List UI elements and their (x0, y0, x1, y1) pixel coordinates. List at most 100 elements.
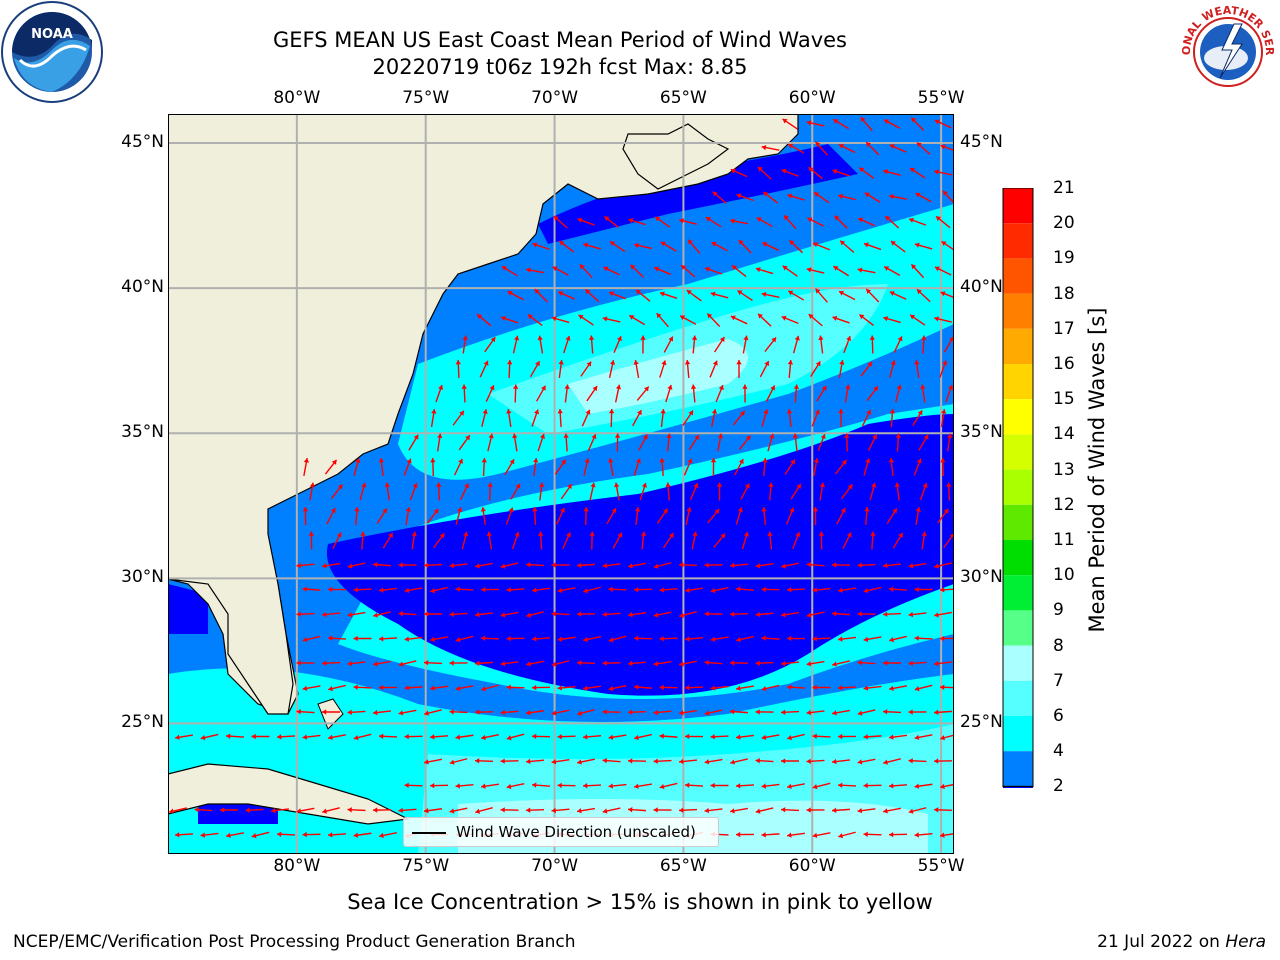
wave-direction-arrow (806, 120, 825, 127)
colorbar (1002, 188, 1034, 788)
colorbar-tick-label: 6 (1053, 706, 1064, 726)
wave-direction-arrow (608, 360, 616, 378)
wave-direction-arrow (939, 684, 954, 690)
wave-direction-arrow (353, 733, 372, 741)
wave-direction-arrow (302, 831, 321, 838)
zone-under-2s (326, 414, 954, 696)
wave-direction-arrow (576, 611, 596, 617)
wave-direction-arrow (512, 384, 519, 403)
wave-direction-arrow (455, 586, 474, 592)
wave-direction-arrow (811, 409, 820, 427)
wave-direction-arrow (535, 385, 547, 402)
wave-direction-arrow (577, 217, 595, 226)
wave-direction-arrow (525, 758, 545, 765)
wave-direction-arrow (908, 611, 927, 618)
wave-direction-arrow (372, 807, 392, 813)
wave-direction-arrow (895, 384, 902, 403)
wave-direction-arrow (812, 636, 831, 642)
wave-direction-arrow (735, 734, 755, 740)
wave-direction-arrow (553, 215, 568, 229)
wave-direction-arrow (461, 531, 469, 550)
wave-direction-arrow (788, 239, 804, 254)
wave-direction-arrow (551, 562, 570, 568)
wave-direction-arrow (730, 168, 748, 178)
wave-direction-arrow (302, 586, 321, 592)
wave-direction-arrow (732, 410, 746, 426)
wave-direction-arrow (602, 757, 621, 764)
wave-direction-arrow (934, 611, 952, 618)
wave-direction-arrow (787, 143, 805, 154)
wave-direction-arrow (634, 242, 652, 250)
wave-direction-arrow (735, 507, 743, 525)
lon-label-top: 70°W (531, 88, 579, 108)
wave-direction-arrow (455, 734, 474, 740)
wave-direction-arrow (678, 758, 698, 765)
wave-direction-arrow (867, 434, 878, 451)
wave-direction-arrow (322, 807, 340, 814)
wave-direction-arrow (684, 587, 704, 593)
wave-direction-arrow (818, 531, 825, 550)
wave-direction-arrow (933, 709, 953, 716)
wave-direction-arrow (474, 660, 494, 667)
wave-direction-arrow (529, 360, 541, 378)
nws-logo: NATIONAL WEATHER SERVICE (1176, 0, 1278, 102)
wave-direction-arrow (474, 758, 494, 764)
wave-direction-arrow (831, 610, 851, 617)
wave-direction-arrow (404, 636, 423, 642)
wave-direction-arrow (933, 660, 953, 667)
wave-direction-arrow (175, 734, 193, 740)
wave-direction-arrow (557, 733, 576, 740)
wave-direction-arrow (665, 384, 673, 403)
wave-direction-arrow (608, 783, 627, 789)
wave-direction-arrow (353, 587, 372, 593)
wave-direction-arrow (813, 191, 830, 204)
wave-direction-arrow (761, 291, 780, 299)
wave-direction-arrow (322, 562, 340, 569)
wave-direction-arrow (602, 316, 621, 323)
lat-label-left: 45°N (121, 132, 164, 153)
map-legend: Wind Wave Direction (unscaled) (403, 817, 719, 847)
wave-direction-arrow (755, 660, 774, 666)
wave-direction-arrow (500, 562, 519, 569)
wave-direction-arrow (813, 458, 820, 476)
wave-direction-arrow (889, 144, 907, 153)
wave-direction-arrow (608, 684, 627, 692)
wave-direction-arrow (409, 482, 418, 501)
wave-direction-arrow (398, 709, 417, 716)
wave-direction-arrow (933, 758, 953, 764)
wave-direction-arrow (347, 709, 366, 715)
wave-direction-arrow (373, 611, 391, 618)
wave-direction-arrow (557, 685, 576, 691)
wave-direction-arrow (507, 359, 513, 379)
wave-direction-arrow (659, 782, 678, 790)
wave-direction-arrow (557, 636, 576, 642)
wave-direction-arrow (531, 733, 551, 740)
wave-direction-arrow (940, 783, 954, 790)
wave-direction-arrow (663, 336, 674, 353)
zone-7-8s-north (568, 339, 748, 414)
wave-direction-arrow (602, 709, 621, 715)
wave-direction-arrow (838, 587, 856, 593)
wave-direction-arrow (832, 265, 850, 277)
wave-direction-arrow (347, 611, 366, 618)
wave-direction-arrow (353, 684, 372, 690)
colorbar-tick-label: 2 (1053, 776, 1064, 797)
colorbar-segment (1003, 504, 1033, 540)
wave-direction-arrow (755, 611, 774, 618)
wave-direction-arrow (684, 636, 704, 642)
wave-direction-arrow (704, 562, 723, 568)
wave-direction-arrow (633, 458, 642, 476)
wave-direction-arrow (781, 758, 799, 764)
wave-direction-arrow (251, 831, 270, 839)
wave-direction-arrow (564, 384, 570, 403)
wave-direction-arrow (538, 531, 544, 550)
colorbar-segment (1003, 610, 1033, 646)
wave-direction-arrow (921, 531, 927, 550)
wave-direction-arrow (659, 635, 678, 642)
legend-line-sample (412, 832, 446, 834)
wave-direction-arrow (506, 408, 512, 428)
colorbar-segment (1003, 540, 1033, 576)
wave-direction-arrow (812, 782, 831, 790)
zone-under-2s-gulf (168, 584, 208, 634)
wave-direction-arrow (557, 587, 576, 594)
